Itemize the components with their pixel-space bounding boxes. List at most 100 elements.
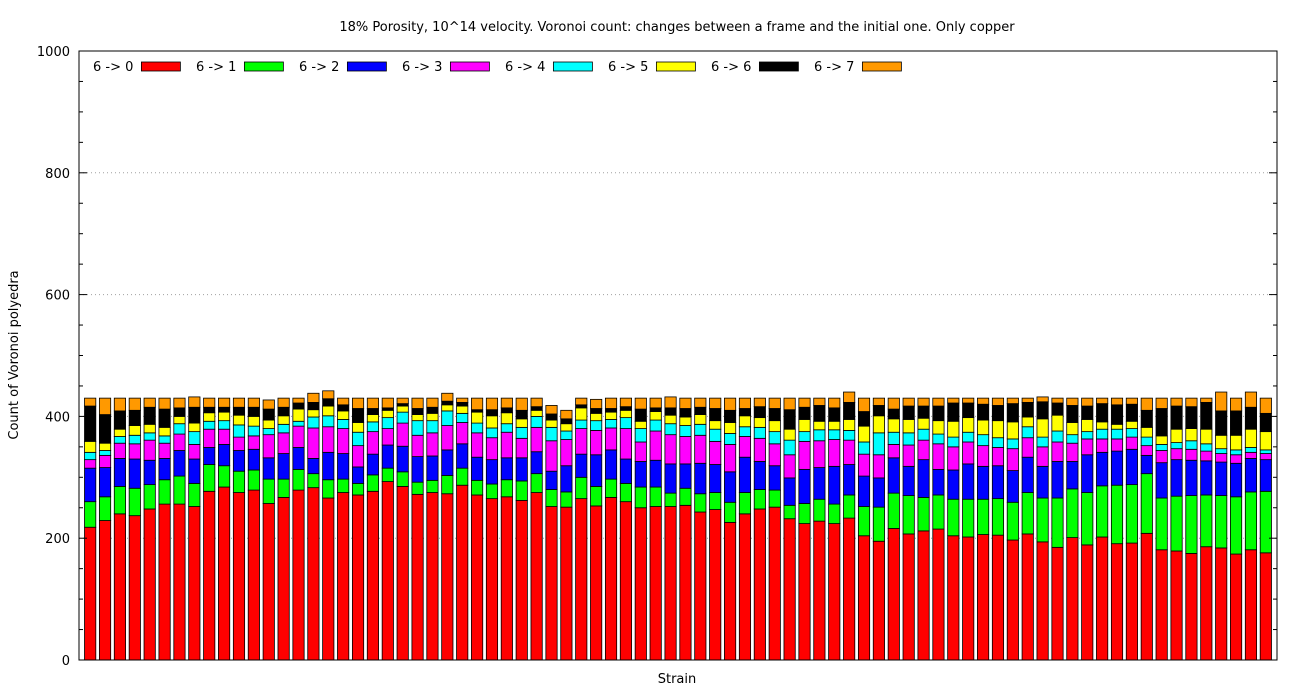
bar-segment [1006,421,1019,440]
bar-segment [1185,440,1198,450]
bar-segment [962,463,975,500]
bar-segment [798,503,811,524]
bar-segment [98,450,112,456]
bar-segment [188,458,201,484]
bar-segment [530,451,543,475]
bar-segment [872,405,885,417]
bar-segment [1200,460,1213,496]
bar-segment [84,397,97,407]
bar-segment [1185,428,1198,442]
bar-segment [1215,453,1228,463]
bar-segment [203,464,216,492]
bar-segment [813,498,826,522]
bar-segment [634,507,647,661]
bar-segment [1140,409,1153,428]
bar-segment [887,528,900,661]
bar-segment [1125,428,1138,438]
bar-segment [798,419,811,433]
bar-segment [783,504,796,520]
bar-segment [679,408,692,418]
bar-segment [173,407,186,417]
bar-segment [872,397,885,406]
bar-segment [813,405,826,422]
bar-segment [1215,391,1228,412]
bar-segment [411,420,424,436]
bar-segment [783,477,796,506]
bar-segment [932,433,945,445]
bar-segment [411,456,424,483]
bar-segment [902,495,915,535]
bar-segment [887,397,900,410]
bar-segment [351,466,365,484]
bar-segment [84,451,97,461]
bar-segment [932,468,945,496]
bar-segment [456,397,469,403]
bar-segment [143,423,156,434]
bar-segment [1155,397,1168,409]
x-axis-label: Strain [658,672,697,687]
bar-segment [411,481,424,495]
legend-swatch [346,61,387,72]
bar-segment [173,433,186,451]
bar-segment [619,406,632,411]
bar-segment [158,503,171,661]
bar-segment [351,408,365,423]
bar-segment [664,423,677,436]
bar-segment [128,409,141,426]
bar-segment [277,397,290,408]
bar-segment [262,434,275,459]
bar-segment [441,392,454,402]
bar-segment [813,429,826,442]
bar-segment [1125,397,1138,405]
bar-segment [887,431,900,445]
bar-segment [604,478,618,498]
bar-segment [991,447,1005,467]
bar-segment [351,422,365,433]
bar-segment [634,486,647,509]
bar-segment [143,439,156,461]
bar-segment [292,402,305,410]
bar-segment [947,397,960,404]
bar-segment [634,441,647,462]
bar-segment [1066,442,1079,462]
bar-segment [1200,397,1213,403]
bar-segment [753,461,766,490]
bar-segment [828,439,841,467]
bar-segment [1006,501,1019,541]
bar-segment [1125,403,1138,422]
bar-segment [203,420,216,430]
bar-segment [1170,397,1183,407]
bar-segment [381,417,394,429]
bar-segment [1081,454,1094,493]
bar-segment [1036,436,1049,448]
bar-segment [307,427,320,459]
bar-segment [1155,497,1168,551]
bar-segment [991,397,1005,406]
bar-segment [1096,536,1109,661]
bar-segment [426,397,439,408]
bar-segment [426,432,439,457]
bar-segment [1081,438,1094,456]
bar-segment [158,408,171,428]
bar-segment [143,406,156,425]
bar-segment [1140,473,1153,534]
bar-segment [262,399,275,410]
bar-segment [738,426,752,437]
bar-segment [456,443,469,469]
bar-segment [991,420,1005,439]
bar-segment [932,397,945,407]
bar-segment [1021,397,1034,403]
bar-segment [590,412,603,422]
legend-swatch [861,61,902,72]
bar-segment [1259,552,1272,661]
bar-segment [247,425,260,437]
bar-segment [262,408,275,421]
bar-segment [396,397,409,405]
bar-segment [709,509,722,661]
bar-segment [1244,451,1258,459]
bar-segment [947,535,960,661]
bar-segment [724,501,737,523]
bar-segment [575,428,588,455]
legend-label: 6 -> 4 [505,60,545,75]
